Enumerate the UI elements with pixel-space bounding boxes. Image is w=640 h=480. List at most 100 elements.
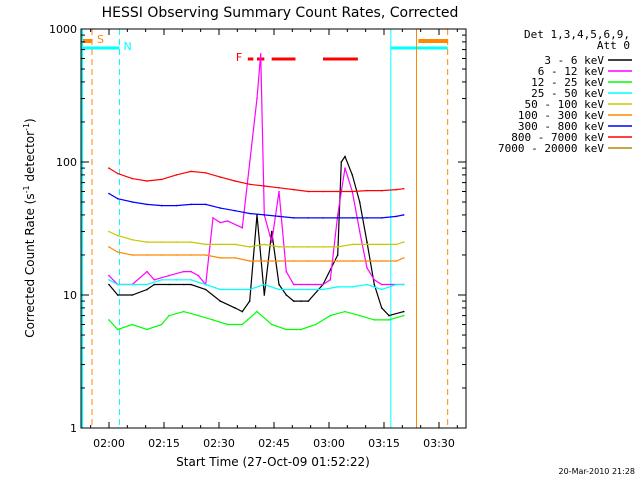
series-point: [278, 283, 280, 286]
series-point: [108, 192, 110, 195]
series-point: [351, 286, 354, 288]
series-line: [108, 310, 404, 331]
series-line: [108, 155, 404, 317]
legend-label: 25 - 50 keV: [531, 87, 604, 100]
series-point: [190, 279, 192, 281]
series-point: [292, 246, 295, 248]
series-point: [116, 294, 119, 296]
series-point: [307, 260, 310, 262]
legend-label: 7000 - 20000 keV: [498, 142, 604, 155]
series-point: [300, 328, 302, 331]
series-point: [402, 241, 405, 243]
series-line: [108, 246, 404, 262]
series-point: [292, 188, 295, 191]
series-point: [146, 288, 148, 291]
series-point: [263, 283, 266, 286]
series-line: [108, 230, 404, 248]
series-point: [388, 319, 390, 321]
series-point: [116, 197, 119, 200]
series-point: [307, 217, 310, 219]
series-point: [322, 260, 324, 262]
series-point: [175, 174, 178, 176]
series-point: [204, 243, 207, 246]
series-point: [108, 319, 110, 321]
series-point: [256, 310, 258, 313]
legend-label: 12 - 25 keV: [531, 76, 604, 89]
y-axis-label-main: Corrected Count Rate (s: [23, 193, 37, 337]
series-point: [146, 283, 148, 286]
series-point: [300, 300, 302, 302]
series-point: [285, 294, 288, 296]
series-point: [322, 246, 324, 248]
series-point: [226, 323, 229, 326]
series-point: [160, 178, 163, 181]
series-line: [108, 53, 404, 286]
series-point: [373, 283, 376, 286]
legend-header: Det 1,3,4,5,6,9,: [524, 28, 630, 41]
marker-lines: [81, 29, 449, 428]
series-point: [278, 288, 280, 291]
series-point: [153, 279, 156, 281]
series-point: [204, 288, 207, 291]
series-point: [108, 274, 110, 277]
series-point: [344, 167, 346, 169]
series-point: [241, 310, 244, 313]
series-point: [234, 307, 236, 309]
y-axis-label-sup1: -1: [22, 185, 31, 193]
series-point: [270, 241, 273, 243]
series-point: [131, 323, 134, 326]
series-point: [336, 214, 339, 216]
series-point: [278, 190, 280, 193]
series-point: [336, 190, 339, 193]
series-point: [212, 319, 214, 321]
series-point: [204, 254, 207, 256]
legend-label: 3 - 6 keV: [544, 54, 604, 67]
series-point: [307, 190, 310, 193]
y-axis-ticks: 1 10 100 1000: [49, 23, 466, 435]
series-point: [146, 270, 148, 273]
series-point: [322, 283, 324, 286]
series-point: [131, 177, 134, 180]
series-point: [380, 189, 383, 192]
series-point: [307, 283, 310, 286]
legend-label: 300 - 800 keV: [518, 120, 604, 133]
series-point: [336, 286, 339, 288]
series-point: [292, 217, 295, 219]
series-point: [380, 243, 383, 246]
series-point: [402, 257, 405, 259]
series-point: [300, 283, 302, 286]
series-point: [344, 310, 346, 313]
series-point: [351, 243, 354, 246]
series-point: [168, 283, 170, 286]
series-point: [307, 246, 310, 248]
series-point: [380, 217, 383, 219]
series-point: [395, 260, 398, 262]
series-point: [292, 260, 295, 262]
series-point: [241, 227, 244, 229]
series-point: [204, 203, 207, 206]
series-point: [351, 260, 354, 262]
series-point: [175, 254, 178, 256]
series-point: [219, 207, 222, 209]
series-point: [116, 283, 119, 286]
legend-header: Att 0: [597, 39, 630, 52]
series-point: [190, 170, 192, 173]
y-tick-label: 100: [56, 156, 77, 169]
series-point: [219, 288, 222, 291]
series-point: [190, 283, 192, 286]
series-point: [160, 279, 163, 281]
x-tick-label: 03:15: [368, 437, 400, 450]
series-point: [108, 279, 110, 281]
series-point: [168, 314, 170, 317]
series-point: [204, 283, 207, 286]
chart-title: HESSI Observing Summary Count Rates, Cor…: [102, 5, 459, 21]
series-point: [278, 246, 280, 248]
series-point: [366, 189, 368, 192]
series-point: [314, 283, 317, 286]
series-point: [259, 53, 262, 55]
y-tick-label: 10: [63, 289, 77, 302]
series-point: [351, 174, 354, 176]
series-point: [131, 283, 134, 286]
series-point: [366, 283, 368, 286]
series-point: [219, 257, 222, 259]
